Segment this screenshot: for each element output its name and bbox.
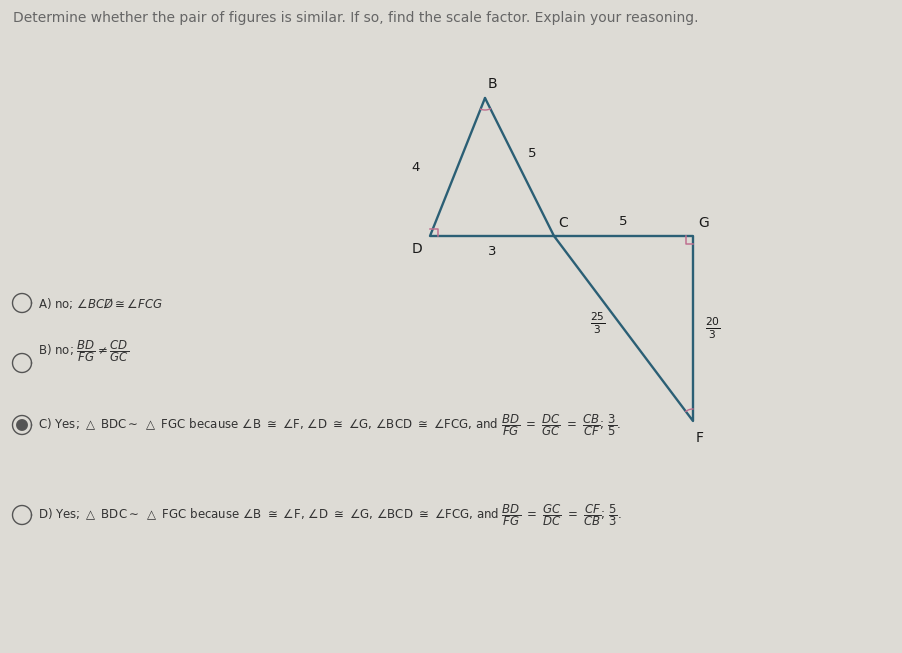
Text: 5: 5: [619, 215, 627, 228]
Text: 3: 3: [487, 245, 496, 258]
Polygon shape: [17, 420, 27, 430]
Text: B: B: [487, 77, 497, 91]
Text: 5: 5: [527, 147, 536, 160]
Text: A) no; $\angle BCD \not\cong \angle FCG$: A) no; $\angle BCD \not\cong \angle FCG$: [38, 296, 162, 310]
Text: C: C: [557, 216, 567, 230]
Text: B) no; $\dfrac{BD}{FG} \neq \dfrac{CD}{GC}$: B) no; $\dfrac{BD}{FG} \neq \dfrac{CD}{G…: [38, 338, 129, 364]
Text: Determine whether the pair of figures is similar. If so, find the scale factor. : Determine whether the pair of figures is…: [13, 11, 698, 25]
Text: G: G: [697, 216, 708, 230]
Text: $\mathregular{\frac{20}{3}}$: $\mathregular{\frac{20}{3}}$: [704, 315, 720, 342]
Text: D) Yes; $\triangle$ BDC$\sim$ $\triangle$ FGC because $\angle$B $\cong$ $\angle$: D) Yes; $\triangle$ BDC$\sim$ $\triangle…: [38, 502, 621, 528]
Text: F: F: [695, 431, 704, 445]
Text: C) Yes; $\triangle$ BDC$\sim$ $\triangle$ FGC because $\angle$B $\cong$ $\angle$: C) Yes; $\triangle$ BDC$\sim$ $\triangle…: [38, 412, 621, 438]
Text: 4: 4: [411, 161, 419, 174]
Text: D: D: [410, 242, 421, 256]
Text: $\mathregular{\frac{25}{3}}$: $\mathregular{\frac{25}{3}}$: [589, 311, 605, 336]
